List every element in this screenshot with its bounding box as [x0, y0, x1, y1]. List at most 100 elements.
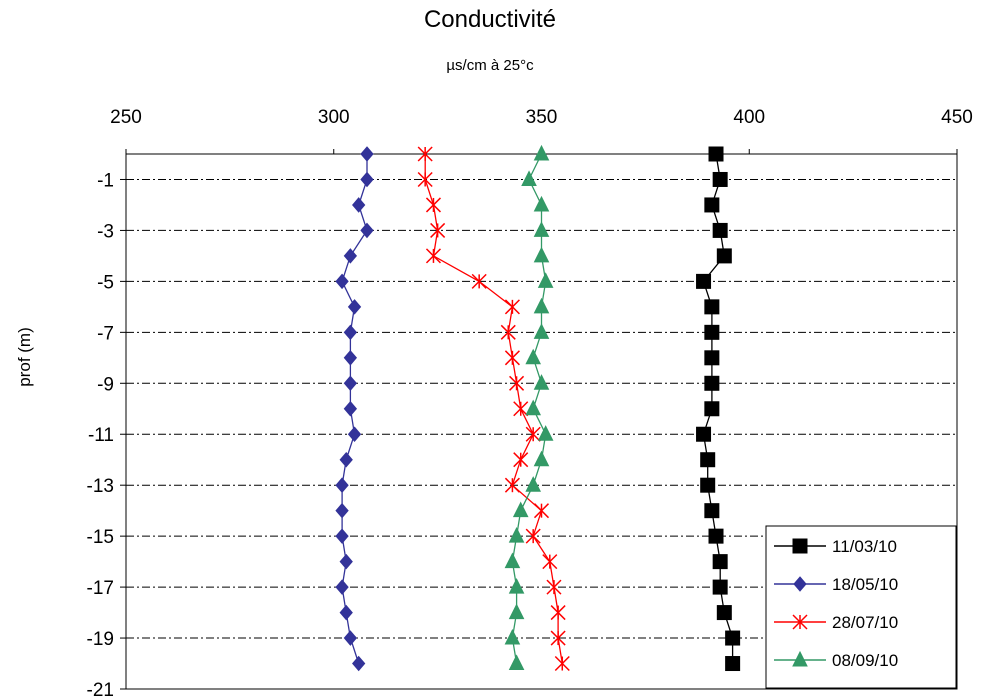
data-point [525, 348, 541, 365]
data-point [508, 603, 525, 620]
data-point [360, 171, 374, 188]
data-point [430, 222, 446, 238]
data-point [343, 375, 358, 392]
x-tick-label: 300 [318, 107, 350, 128]
data-point [704, 401, 720, 417]
data-point [533, 144, 550, 161]
data-point [508, 654, 525, 671]
data-point [343, 350, 358, 366]
data-point [417, 146, 433, 162]
data-point [504, 477, 520, 493]
data-point [347, 426, 362, 443]
series-11-03-10 [696, 146, 741, 672]
y-tick-label: -13 [87, 476, 114, 497]
legend-marker [792, 614, 808, 630]
data-point [425, 248, 442, 264]
legend: 11/03/10 18/05/10 28/07/10 08/09/10 [765, 525, 957, 689]
data-point [525, 528, 541, 544]
data-point [725, 656, 741, 672]
data-point [725, 630, 741, 646]
legend-label: 18/05/10 [832, 575, 898, 594]
y-tick-label: -21 [87, 680, 114, 700]
data-point [500, 324, 516, 340]
y-tick-label: -17 [87, 578, 114, 599]
x-tick-label: 250 [110, 107, 142, 128]
x-axis-ticks: 250 300 350 400 450 [110, 107, 973, 154]
data-point [525, 476, 541, 492]
data-point [696, 426, 712, 442]
legend-item: 11/03/10 [774, 537, 897, 556]
data-point [513, 401, 529, 417]
data-point [696, 273, 712, 289]
data-point [533, 323, 550, 339]
legend-item: 18/05/10 [774, 575, 898, 594]
chart-title: Conductivité [424, 6, 556, 33]
data-point [504, 552, 521, 569]
data-point [550, 605, 566, 621]
legend-label: 11/03/10 [832, 537, 897, 556]
chart-subtitle: µs/cm à 25°c [446, 57, 534, 74]
data-point [704, 324, 720, 340]
data-point [716, 248, 732, 264]
data-point [512, 501, 529, 518]
data-point [508, 527, 525, 543]
data-point [525, 426, 541, 442]
y-axis-ticks: -1 -3 -5 -7 -9 -11 -13 -15 -17 -19 -21 [87, 170, 126, 700]
y-tick-label: -3 [97, 221, 114, 242]
data-point [704, 299, 720, 315]
data-point [339, 451, 353, 468]
data-point [339, 604, 353, 621]
data-point [513, 452, 529, 468]
data-point [550, 630, 566, 646]
data-point [542, 554, 558, 570]
legend-item: 08/09/10 [774, 650, 898, 670]
data-point [700, 477, 716, 493]
series-08-09-10 [504, 144, 554, 671]
data-point [712, 222, 728, 238]
data-point [504, 299, 520, 315]
data-point [504, 628, 521, 645]
y-tick-label: -9 [97, 374, 114, 395]
series-layer [335, 144, 741, 672]
data-point [533, 450, 550, 467]
legend-label: 28/07/10 [832, 613, 898, 632]
y-axis-label: prof (m) [15, 327, 34, 387]
data-point [525, 399, 541, 416]
data-point [533, 246, 550, 263]
data-point [347, 299, 362, 315]
series-18-05-10 [335, 146, 374, 672]
data-point [335, 273, 349, 290]
legend-marker [792, 650, 808, 667]
data-point [335, 502, 349, 519]
data-point [716, 605, 732, 621]
data-point [704, 350, 720, 366]
data-point [533, 503, 550, 519]
y-tick-label: -7 [97, 323, 114, 344]
data-point [537, 425, 554, 441]
data-point [537, 272, 554, 288]
data-point [504, 350, 520, 366]
data-point [533, 297, 550, 314]
legend-item: 28/07/10 [774, 613, 898, 632]
data-point [352, 655, 366, 672]
data-point [546, 579, 562, 595]
data-point [417, 171, 433, 188]
data-point [360, 146, 374, 162]
data-point [533, 195, 550, 212]
x-tick-label: 350 [526, 107, 558, 128]
legend-marker [793, 576, 807, 592]
data-point [508, 577, 525, 594]
legend-marker [792, 538, 808, 554]
data-point [712, 171, 728, 187]
y-tick-label: -1 [97, 170, 114, 191]
data-point [704, 197, 720, 213]
data-point [712, 554, 728, 570]
y-tick-label: -5 [97, 272, 114, 293]
data-point [352, 197, 366, 213]
data-point [360, 222, 374, 239]
series-28-07-10 [417, 146, 570, 672]
data-point [554, 655, 570, 672]
data-point [343, 324, 358, 341]
data-point [509, 375, 525, 391]
